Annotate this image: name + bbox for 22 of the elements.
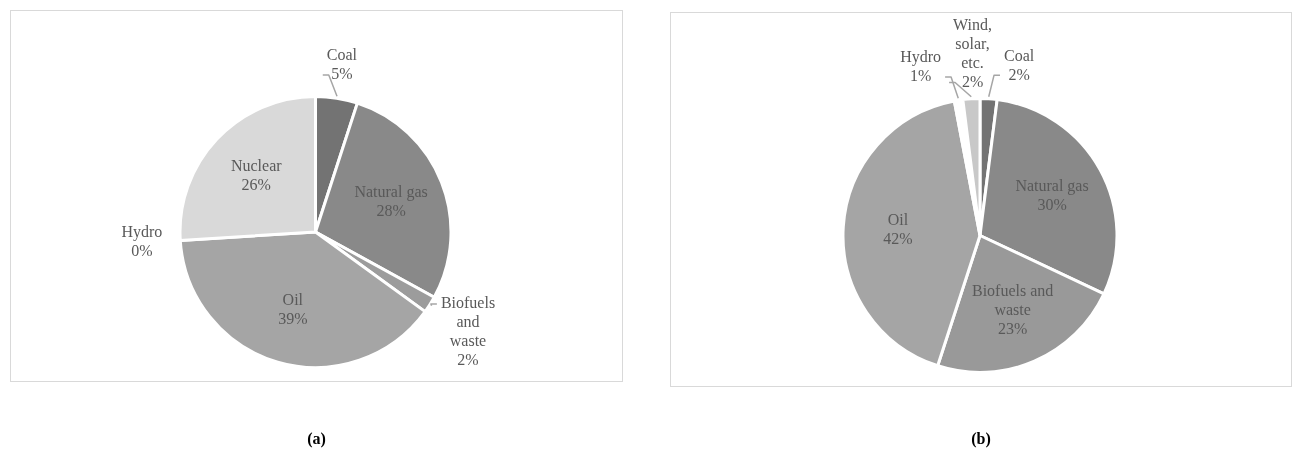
data-label: 39%: [278, 309, 308, 327]
slice-label: Hydro: [900, 48, 942, 67]
data-label: 2%: [961, 72, 984, 90]
slice-label: Coal: [326, 46, 358, 64]
slice-label: Wind, solar, etc.: [953, 15, 992, 71]
slice-label: Oil: [282, 290, 304, 308]
data-label: 5%: [331, 65, 353, 83]
data-label: 2%: [1008, 65, 1030, 83]
slice-label: Nuclear: [230, 157, 283, 175]
slice-label: Coal: [1003, 46, 1035, 64]
data-label: 42%: [883, 230, 913, 248]
text: 0%: [131, 242, 153, 260]
slice-label: Biofuels and waste: [440, 294, 496, 350]
category-label: Hydro: [121, 223, 163, 241]
text: (b): [970, 430, 992, 448]
text: (a): [306, 430, 327, 448]
data-label: 26%: [241, 176, 271, 194]
slice-label: Biofuels and waste: [971, 282, 1054, 319]
slice-label: Oil: [887, 211, 909, 229]
data-label: 2%: [457, 351, 479, 369]
data-label: 23%: [997, 320, 1028, 338]
data-label: 1%: [909, 67, 932, 85]
